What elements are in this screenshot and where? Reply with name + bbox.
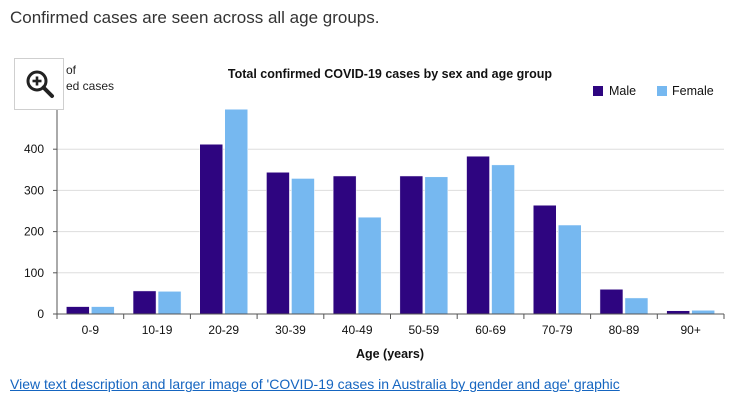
x-tick-label: 80-89 <box>609 323 640 337</box>
bar-female-0-9 <box>91 306 115 315</box>
intro-text: Confirmed cases are seen across all age … <box>10 8 380 27</box>
x-tick-label: 10-19 <box>142 323 173 337</box>
legend: Male Female <box>593 84 714 98</box>
zoom-button[interactable] <box>14 58 64 110</box>
legend-label-male: Male <box>609 84 636 98</box>
y-tick-label: 100 <box>24 266 44 280</box>
bar-female-20-29 <box>224 108 248 315</box>
y-tick-label: 200 <box>24 225 44 239</box>
x-tick-label: 60-69 <box>475 323 506 337</box>
bar-female-30-39 <box>291 178 315 315</box>
bar-male-40-49 <box>332 175 357 315</box>
bar-chart: 0 100 200 300 400 0-9 10-19 20-29 30-39 40-49 50-5… <box>24 63 725 361</box>
legend-swatch-male <box>593 86 603 96</box>
bar-female-40-49 <box>357 216 382 315</box>
x-tick-label: 70-79 <box>542 323 573 337</box>
x-tick-label: 0-9 <box>82 323 100 337</box>
y-tick-label: 400 <box>24 142 44 156</box>
bar-female-90+ <box>691 310 715 315</box>
legend-label-female: Female <box>672 84 714 98</box>
bar-male-10-19 <box>132 290 157 315</box>
x-tick-label: 30-39 <box>275 323 306 337</box>
y-axis-label-line1: of <box>66 63 77 77</box>
bar-female-50-59 <box>424 176 449 315</box>
bar-female-80-89 <box>624 297 649 315</box>
chart-container: 0 100 200 300 400 0-9 10-19 20-29 30-39 40-49 50-5… <box>0 50 749 370</box>
x-tick-label: 50-59 <box>408 323 439 337</box>
x-axis-label: Age (years) <box>356 347 424 361</box>
bar-male-50-59 <box>399 175 424 315</box>
chart-title: Total confirmed COVID-19 cases by sex an… <box>228 67 553 81</box>
y-axis-label-line2: ed cases <box>66 79 114 93</box>
bar-male-60-69 <box>466 155 490 315</box>
text-description-link[interactable]: View text description and larger image o… <box>10 376 620 392</box>
x-tick-label: 40-49 <box>342 323 373 337</box>
bar-female-10-19 <box>157 291 182 315</box>
bar-male-20-29 <box>199 144 223 315</box>
bar-male-80-89 <box>599 289 624 315</box>
bar-male-70-79 <box>533 204 557 315</box>
zoom-in-icon <box>26 70 54 98</box>
bar-male-0-9 <box>66 306 90 315</box>
bar-female-70-79 <box>558 224 582 315</box>
legend-swatch-female <box>657 86 667 96</box>
bar-female-60-69 <box>491 164 515 315</box>
y-tick-label: 300 <box>24 183 44 197</box>
y-tick-label: 0 <box>37 307 44 321</box>
x-tick-label: 90+ <box>680 323 700 337</box>
x-tick-label: 20-29 <box>208 323 239 337</box>
bar-male-30-39 <box>266 172 290 315</box>
